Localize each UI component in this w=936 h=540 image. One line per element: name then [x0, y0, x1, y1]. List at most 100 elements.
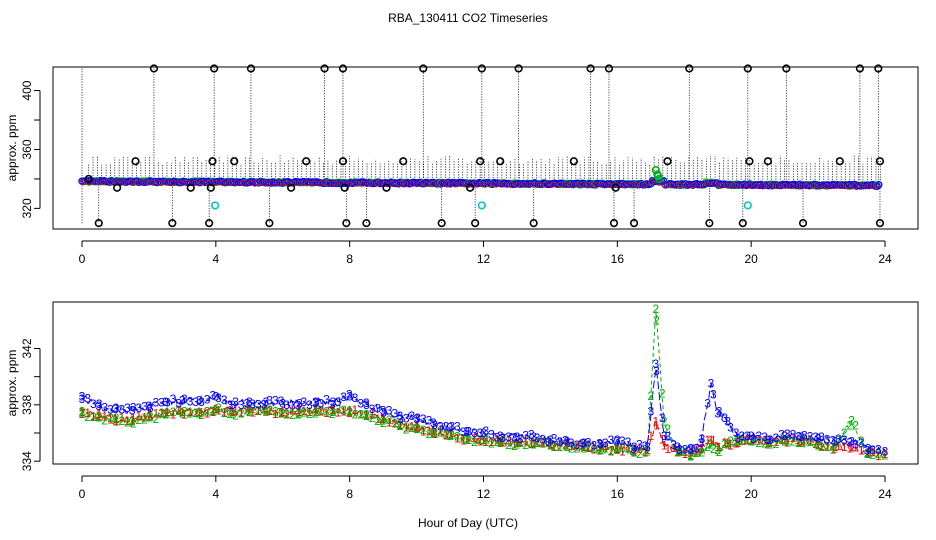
bottom-marker-2: 2 [340, 403, 347, 417]
bottom-marker-3: 3 [818, 430, 825, 444]
bottom-marker-2: 2 [784, 434, 791, 448]
bottom-marker-2: 2 [215, 401, 222, 415]
bottom-marker-3: 3 [175, 396, 182, 410]
top-point-red [549, 181, 556, 188]
top-point-red [416, 180, 423, 187]
bottom-marker-2: 2 [613, 441, 620, 455]
bottom-marker-1: 1 [625, 441, 632, 455]
top-outlier-point [609, 219, 619, 228]
bottom-marker-2: 2 [448, 428, 455, 442]
bottom-data-point-1: 1 [279, 405, 286, 419]
top-outlier-point [265, 219, 274, 228]
bottom-marker-3: 3 [278, 394, 285, 408]
bottom-marker-2: 2 [391, 417, 398, 431]
bottom-data-point-2: 2 [514, 437, 521, 451]
bottom-marker-3: 3 [693, 441, 700, 455]
bottom-y-tick-label: 334 [20, 451, 34, 471]
bottom-data-point-1: 1 [564, 439, 571, 453]
bottom-marker-2: 2 [767, 438, 774, 452]
top-point-red [577, 181, 584, 188]
top-outlier-point [168, 219, 177, 228]
bottom-marker-2: 2 [824, 440, 831, 454]
top-point-red [837, 183, 844, 190]
bottom-data-point-3: 3 [363, 398, 370, 412]
bottom-marker-1: 1 [687, 448, 694, 462]
top-point-red [788, 182, 795, 189]
bottom-data-point-2: 2 [631, 444, 638, 458]
bottom-data-point-2: 2 [497, 436, 504, 450]
bottom-data-point-3: 3 [380, 403, 387, 417]
bottom-marker-1: 1 [386, 415, 393, 429]
bottom-series-line-3 [81, 368, 886, 455]
bottom-marker-2: 2 [500, 433, 507, 447]
top-outlier-point [798, 219, 808, 228]
bottom-marker-3: 3 [215, 391, 222, 405]
top-outlier-point [338, 64, 348, 73]
top-point-red [479, 181, 486, 188]
bottom-marker-3: 3 [118, 402, 125, 416]
bottom-marker-1: 1 [124, 414, 131, 428]
bottom-marker-1: 1 [192, 406, 199, 420]
bottom-data-point-2: 2 [196, 406, 203, 420]
bottom-data-point-3: 3 [162, 395, 169, 409]
bottom-marker-1: 1 [363, 409, 370, 423]
bottom-marker-3: 3 [835, 432, 842, 446]
bottom-marker-1: 1 [716, 441, 723, 455]
bottom-data-point-2: 2 [798, 436, 805, 450]
bottom-data-point-3: 3 [463, 425, 470, 439]
bottom-data-point-1: 1 [798, 434, 805, 448]
bottom-data-point-2: 2 [330, 405, 337, 419]
bottom-marker-2: 2 [556, 440, 563, 454]
top-point-red [767, 182, 774, 189]
bottom-marker-3: 3 [500, 431, 507, 445]
top-outlier-point [655, 174, 664, 184]
bottom-marker-1: 1 [721, 436, 728, 450]
bottom-data-point-1: 1 [346, 403, 353, 417]
bottom-marker-1: 1 [147, 407, 154, 421]
bottom-data-point-2: 2 [734, 434, 741, 448]
bottom-marker-3: 3 [454, 420, 461, 434]
bottom-data-point-2: 2 [95, 411, 102, 425]
bottom-data-point-2: 2 [882, 449, 889, 463]
top-point-red [634, 182, 641, 189]
bottom-marker-3: 3 [773, 431, 780, 445]
bottom-marker-3: 3 [659, 411, 666, 425]
bottom-data-point-3: 3 [196, 394, 203, 408]
bottom-marker-2: 2 [266, 403, 273, 417]
bottom-data-point-2: 2 [212, 403, 219, 417]
bottom-marker-2: 2 [278, 406, 285, 420]
bottom-marker-1: 1 [369, 407, 376, 421]
bottom-data-point-3: 3 [688, 443, 695, 457]
bottom-marker-1: 1 [812, 436, 819, 450]
top-point-red [648, 179, 655, 186]
top-point-red [620, 182, 627, 189]
bottom-marker-3: 3 [409, 409, 416, 423]
bottom-data-point-1: 1 [748, 433, 755, 447]
top-point-red [247, 180, 254, 187]
bottom-marker-1: 1 [738, 434, 745, 448]
bottom-marker-2: 2 [488, 436, 495, 450]
bottom-marker-3: 3 [238, 398, 245, 412]
bottom-data-point-2: 2 [430, 426, 437, 440]
bottom-marker-2: 2 [625, 441, 632, 455]
bottom-marker-2: 2 [431, 426, 438, 440]
bottom-marker-2: 2 [306, 407, 313, 421]
bottom-marker-2: 2 [574, 441, 581, 455]
bottom-marker-1: 1 [352, 403, 359, 417]
bottom-data-point-2: 2 [246, 405, 253, 419]
bottom-y-tick-label: 342 [20, 338, 34, 358]
top-point-red [444, 181, 451, 188]
bottom-marker-1: 1 [380, 411, 387, 425]
bottom-marker-1: 1 [232, 404, 239, 418]
top-outlier-point [875, 219, 885, 228]
top-point-red [135, 179, 142, 186]
bottom-marker-2: 2 [84, 410, 91, 424]
bottom-data-point-1: 1 [674, 444, 681, 458]
top-point-red [296, 180, 303, 187]
bottom-marker-3: 3 [147, 401, 154, 415]
bottom-marker-3: 3 [647, 404, 654, 418]
bottom-data-point-1: 1 [661, 439, 668, 453]
bottom-marker-2: 2 [761, 436, 768, 450]
bottom-marker-1: 1 [209, 405, 216, 419]
